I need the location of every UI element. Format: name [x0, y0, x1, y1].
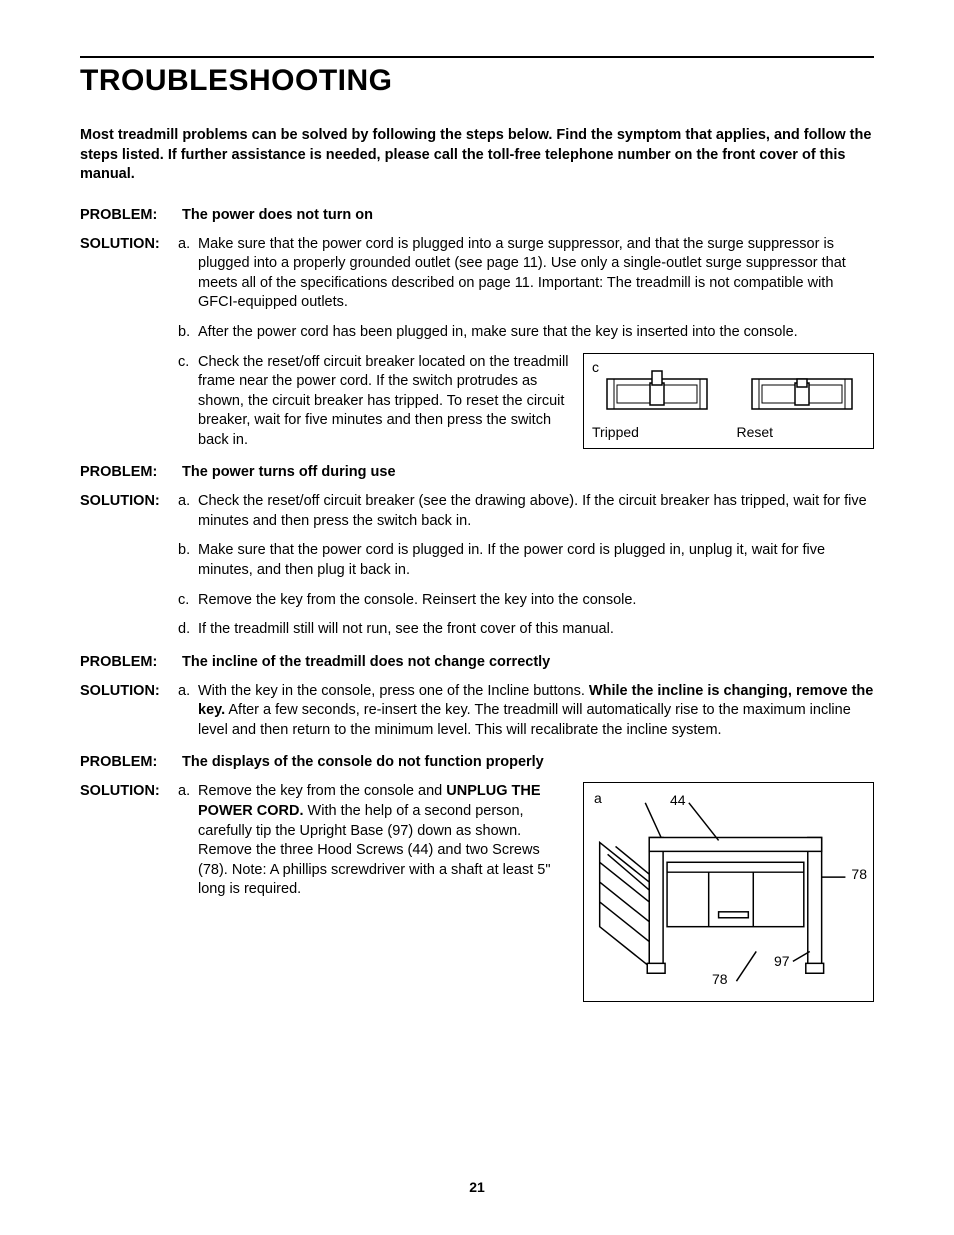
figure-a-base: a — [583, 782, 874, 1002]
manual-page: TROUBLESHOOTING Most treadmill problems … — [0, 0, 954, 1235]
solution-1a: SOLUTION: a. Make sure that the power co… — [80, 235, 874, 313]
page-number: 21 — [0, 1179, 954, 1195]
page-title: TROUBLESHOOTING — [80, 64, 874, 98]
problem-label: PROBLEM: — [80, 754, 178, 770]
list-letter: c. — [178, 591, 198, 611]
problem-label: PROBLEM: — [80, 464, 178, 480]
solution-2d: d. If the treadmill still will not run, … — [80, 620, 874, 640]
solution-label: SOLUTION: — [80, 492, 178, 531]
list-letter: a. — [178, 682, 198, 741]
list-letter: a. — [178, 492, 198, 531]
callout-97: 97 — [774, 952, 790, 971]
figure-a-label: a — [594, 789, 602, 808]
figure-c-breaker: c Tripped — [583, 353, 874, 449]
callout-44: 44 — [670, 791, 686, 810]
problem-2-title: The power turns off during use — [182, 464, 395, 480]
list-letter: b. — [178, 541, 198, 580]
top-rule — [80, 56, 874, 58]
intro-paragraph: Most treadmill problems can be solved by… — [80, 126, 874, 185]
list-letter: d. — [178, 620, 198, 640]
solution-2a: SOLUTION: a. Check the reset/off circuit… — [80, 492, 874, 531]
problem-label: PROBLEM: — [80, 654, 178, 670]
list-letter: b. — [178, 323, 198, 343]
problem-label: PROBLEM: — [80, 207, 178, 223]
solution-3a: SOLUTION: a. With the key in the console… — [80, 682, 874, 741]
figure-c-tripped: Tripped — [584, 354, 729, 448]
problem-3-heading: PROBLEM: The incline of the treadmill do… — [80, 654, 874, 670]
solution-label: SOLUTION: — [80, 782, 178, 802]
solution-label: SOLUTION: — [80, 682, 178, 741]
solution-2b-text: Make sure that the power cord is plugged… — [198, 541, 874, 580]
solution-2b: b. Make sure that the power cord is plug… — [80, 541, 874, 580]
list-letter: c. — [178, 353, 198, 451]
problem-1-heading: PROBLEM: The power does not turn on — [80, 207, 874, 223]
breaker-reset-icon — [747, 369, 857, 419]
reset-caption: Reset — [737, 423, 774, 442]
figure-c-reset: Reset — [729, 354, 874, 448]
solution-2d-text: If the treadmill still will not run, see… — [198, 620, 874, 640]
problem-2-heading: PROBLEM: The power turns off during use — [80, 464, 874, 480]
callout-78: 78 — [851, 865, 867, 884]
solution-2c-text: Remove the key from the console. Reinser… — [198, 591, 874, 611]
breaker-tripped-icon — [602, 369, 712, 419]
callout-78b: 78 — [712, 970, 728, 989]
list-letter: a. — [178, 782, 198, 802]
solution-2c: c. Remove the key from the console. Rein… — [80, 591, 874, 611]
treadmill-base-icon — [584, 783, 873, 1001]
problem-4-title: The displays of the console do not funct… — [182, 754, 544, 770]
solution-1b-text: After the power cord has been plugged in… — [198, 323, 874, 343]
problem-4-heading: PROBLEM: The displays of the console do … — [80, 754, 874, 770]
problem-3-title: The incline of the treadmill does not ch… — [182, 654, 550, 670]
tripped-caption: Tripped — [592, 423, 639, 442]
solution-1a-text: Make sure that the power cord is plugged… — [198, 235, 874, 313]
solution-1b: b. After the power cord has been plugged… — [80, 323, 874, 343]
problem-1-title: The power does not turn on — [182, 207, 373, 223]
solution-1c: c. Check the reset/off circuit breaker l… — [80, 353, 874, 451]
solution-2a-text: Check the reset/off circuit breaker (see… — [198, 492, 874, 531]
solution-1c-text: Check the reset/off circuit breaker loca… — [198, 353, 583, 451]
solution-4a-text: Remove the key from the console and UNPL… — [198, 782, 583, 899]
list-letter: a. — [178, 235, 198, 313]
solution-label: SOLUTION: — [80, 235, 178, 313]
solution-4a: SOLUTION: a. Remove the key from the con… — [80, 782, 874, 1002]
solution-3a-text: With the key in the console, press one o… — [198, 682, 874, 741]
